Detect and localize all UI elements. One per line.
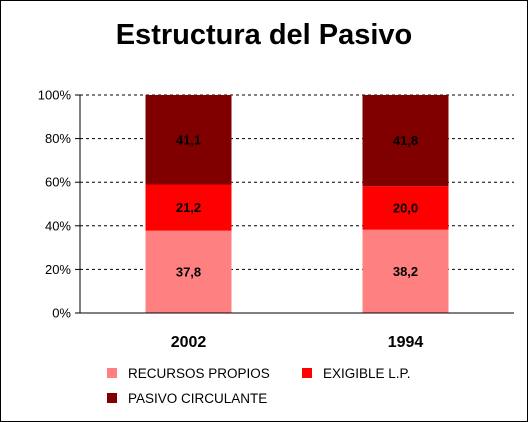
x-category-label: 2002 [171,334,207,351]
bar-segment [145,95,232,185]
y-tick-label: 60% [45,175,71,190]
data-label: 37,8 [176,264,201,279]
y-tick-label: 100% [38,88,72,103]
y-tick-label: 20% [45,262,71,277]
y-tick-label: 0% [52,306,71,321]
bars [145,95,449,313]
legend-label: PASIVO CIRCULANTE [128,391,267,406]
gridlines [80,94,514,270]
legend-swatch [302,368,312,378]
legend-label: RECURSOS PROPIOS [128,366,270,381]
x-category-label: 1994 [388,334,424,351]
axes [75,94,514,314]
data-label: 41,8 [393,133,418,148]
legend-swatch [107,393,117,403]
legend: RECURSOS PROPIOS EXIGIBLE L.P. PASIVO CIRC… [107,366,411,406]
y-tick-label: 80% [45,131,71,146]
chart-title: Estructura del Pasivo [115,19,413,51]
bar-segment [145,184,232,231]
bar-segment [145,230,232,313]
data-label: 20,0 [393,200,418,215]
bar-segment [362,229,449,313]
labels: 0% 20% 40% 60% 80% 100% 37,8 21,2 41,1 2002 38,2 20… [38,88,424,352]
data-label: 21,2 [176,200,201,215]
y-tick-label: 40% [45,218,71,233]
data-label: 38,2 [393,264,418,279]
bar-segment [362,186,449,230]
data-label: 41,1 [176,132,201,147]
bar-segment [362,95,449,187]
legend-swatch [107,368,117,378]
legend-label: EXIGIBLE L.P. [323,366,411,381]
